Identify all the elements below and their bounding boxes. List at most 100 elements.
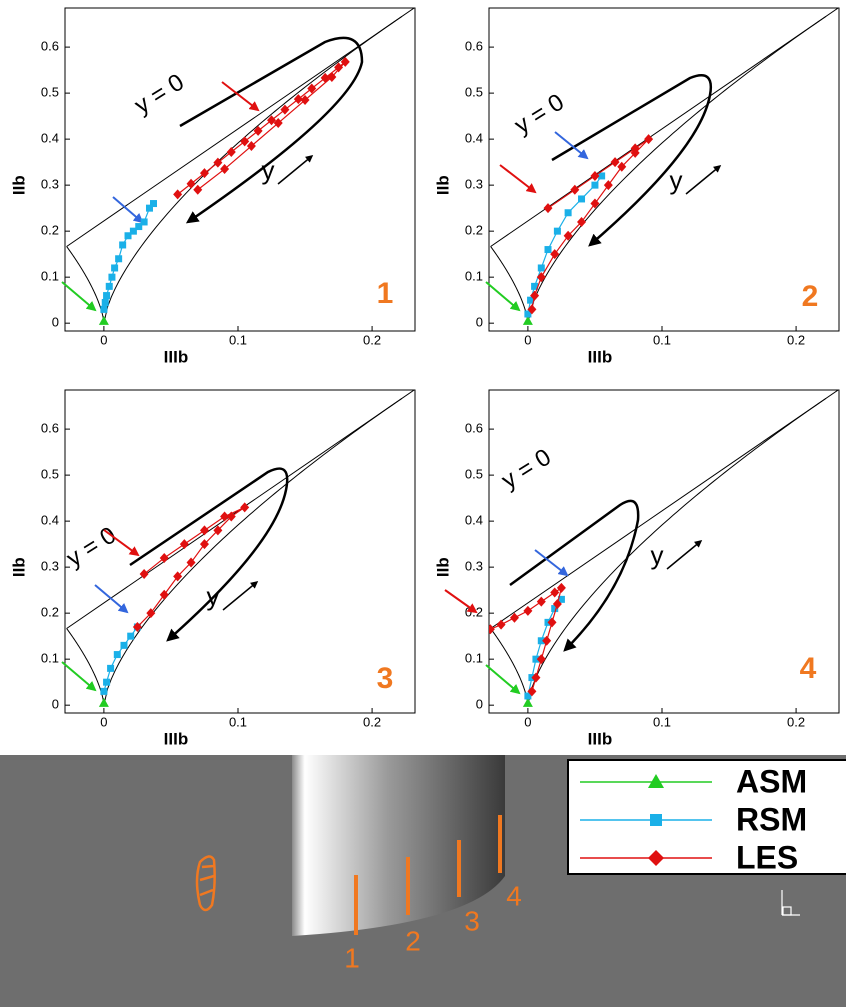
trajectory-arrow — [551, 74, 713, 247]
panel-label: 3 — [377, 662, 394, 695]
point — [135, 223, 143, 231]
annotation: y — [262, 155, 275, 185]
point — [119, 241, 127, 249]
y-tick-label: 0.2 — [465, 223, 483, 238]
point — [213, 525, 223, 536]
point — [253, 125, 263, 136]
point — [577, 216, 587, 227]
point — [199, 525, 209, 536]
point — [127, 632, 135, 640]
y-tick-label: 0.4 — [465, 131, 483, 146]
point — [509, 612, 519, 623]
x-tick-label: 0 — [100, 332, 107, 347]
point — [103, 678, 111, 686]
point — [100, 305, 108, 313]
point — [240, 136, 250, 147]
plot-frame — [488, 7, 840, 332]
y-tick-label: 0.2 — [41, 223, 59, 238]
y-tick-label: 0.4 — [41, 513, 59, 528]
pointer-arrow — [554, 131, 589, 160]
point — [537, 264, 545, 272]
legend-label: RSM — [736, 801, 807, 837]
point — [551, 605, 559, 613]
pointer-arrow — [485, 281, 521, 312]
y-tick-label: 0.5 — [465, 85, 483, 100]
point — [186, 557, 196, 568]
point — [617, 161, 627, 172]
point — [547, 617, 557, 628]
point — [159, 552, 169, 563]
point — [226, 147, 236, 158]
y-tick-label: 0.2 — [41, 605, 59, 620]
y-tick-label: 0.6 — [465, 421, 483, 436]
pointer-arrow — [485, 664, 521, 695]
point — [523, 605, 533, 616]
axisymmetric-boundary — [490, 398, 827, 706]
point — [173, 189, 183, 200]
y-tick-label: 0.6 — [465, 39, 483, 54]
y-tick-label: 0.3 — [465, 177, 483, 192]
x-tick-label: 0.2 — [363, 714, 381, 729]
pointer-arrow — [444, 589, 478, 614]
plot-frame — [64, 7, 416, 332]
point — [527, 304, 537, 315]
x-tick-label: 0.2 — [787, 714, 805, 729]
point — [132, 621, 142, 632]
legend-label: ASM — [736, 763, 807, 799]
legend-marker — [650, 814, 662, 826]
two-component-line — [490, 390, 839, 629]
scene: 1 2 3 4 — [0, 755, 846, 1007]
y-tick-label: 0 — [476, 697, 483, 712]
x-axis-label: IIIb — [588, 729, 613, 748]
pointer-arrow — [61, 661, 97, 692]
annotation: y — [651, 540, 664, 570]
x-axis-label: IIIb — [164, 347, 189, 366]
point — [527, 296, 535, 304]
profile-sketch — [195, 855, 216, 912]
legend-marker — [648, 850, 664, 866]
point — [544, 246, 552, 254]
point — [150, 200, 158, 208]
point — [550, 587, 560, 598]
y-tick-label: 0.4 — [41, 131, 59, 146]
y-axis-label: IIb — [9, 557, 28, 577]
point — [610, 157, 620, 168]
cylinder — [292, 755, 505, 936]
point — [146, 608, 156, 619]
y-tick-label: 0.1 — [41, 269, 59, 284]
point — [603, 180, 613, 191]
point — [570, 184, 580, 195]
station-label: 2 — [405, 925, 421, 956]
x-axis-label: IIIb — [588, 347, 613, 366]
point — [280, 104, 290, 115]
pointer-arrow — [534, 549, 569, 577]
point — [307, 83, 317, 94]
x-axis-label: IIIb — [164, 729, 189, 748]
point — [590, 198, 600, 209]
point — [536, 272, 546, 283]
point — [327, 72, 337, 83]
point — [320, 72, 330, 83]
point — [120, 641, 128, 649]
x-tick-label: 0.1 — [653, 714, 671, 729]
annotation-arrow — [685, 165, 722, 195]
boundary — [490, 390, 839, 706]
y-tick-label: 0.3 — [41, 177, 59, 192]
point — [564, 209, 572, 217]
panel-label: 1 — [377, 277, 394, 310]
x-tick-label: 0.2 — [787, 332, 805, 347]
point — [101, 298, 109, 306]
point — [522, 315, 533, 325]
annotation-arrow — [666, 540, 703, 570]
annotation: y — [207, 581, 220, 611]
point — [524, 310, 532, 318]
point — [115, 255, 123, 263]
pointer-arrow — [94, 584, 129, 614]
annotation-arrow — [222, 581, 259, 611]
point — [531, 672, 541, 683]
point — [536, 654, 546, 665]
axes-icon — [781, 890, 800, 916]
annotation-arrow — [277, 155, 314, 185]
point — [179, 539, 189, 550]
